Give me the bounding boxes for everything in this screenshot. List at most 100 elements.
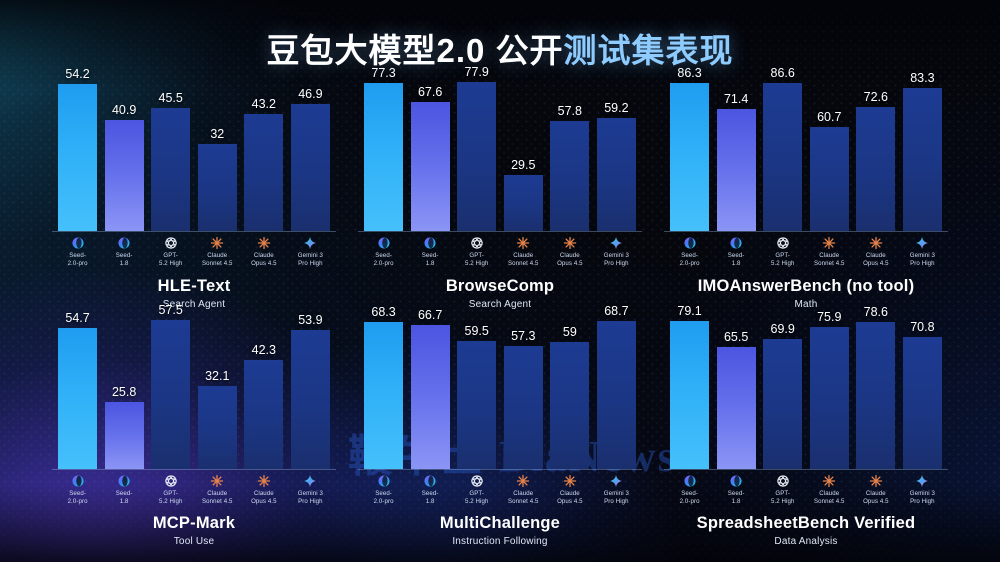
bar-claude-sonnet-45[interactable] — [503, 175, 543, 231]
bar-claude-opus-45[interactable] — [856, 107, 896, 231]
x-tick-label-line2: Opus 4.5 — [557, 260, 583, 268]
bar-gpt-5-2-high[interactable] — [763, 338, 803, 469]
bar-column: 66.7 — [410, 308, 450, 469]
bar-seed-2-0-pro[interactable] — [670, 320, 710, 469]
x-tick-label-line2: 2.0-pro — [67, 498, 88, 506]
bar-claude-sonnet-45[interactable] — [197, 385, 237, 469]
bar-claude-opus-45[interactable] — [550, 341, 590, 469]
bar-value-label: 54.7 — [65, 310, 90, 325]
x-tick-label-line2: Sonnet 4.5 — [814, 260, 845, 268]
x-tick-label-line1: Seed- — [69, 252, 86, 259]
x-tick-label-line2: Pro High — [298, 260, 323, 268]
x-tick-gemini-3-pro-high: Gemini 3 Pro High — [597, 236, 636, 269]
bar-gpt-5-2-high[interactable] — [151, 319, 191, 469]
x-tick-label-line2: 5.2 High — [770, 498, 795, 506]
bar-gemini-3-pro-high[interactable] — [902, 336, 942, 469]
bar-claude-sonnet-45[interactable] — [503, 345, 543, 469]
bar-seed-1-8[interactable] — [716, 109, 756, 231]
bar-gemini-3-pro-high[interactable] — [902, 88, 942, 231]
seed-logo-icon — [683, 236, 697, 252]
bar-claude-sonnet-45[interactable] — [809, 326, 849, 469]
x-tick-label-line2: Pro High — [298, 498, 323, 506]
bar-column: 53.9 — [290, 313, 330, 469]
bar-claude-sonnet-45[interactable] — [197, 144, 237, 231]
x-tick-label-line2: Opus 4.5 — [251, 498, 277, 506]
claude-logo-icon — [822, 236, 836, 252]
bar-seed-1-8[interactable] — [410, 324, 450, 469]
benchmark-chart-spreadsheetbench-verified: 79.1 65.5 69.9 75.9 78.6 70.8 Seed- 2.0-pro Seed… — [664, 304, 948, 547]
x-tick-claude-sonnet-45: Claude Sonnet 4.5 — [810, 474, 849, 507]
bar-seed-1-8[interactable] — [716, 346, 756, 469]
bar-seed-1-8[interactable] — [104, 120, 144, 231]
bar-claude-opus-45[interactable] — [550, 121, 590, 231]
openai-logo-icon — [164, 474, 178, 490]
bar-column: 60.7 — [809, 82, 849, 231]
seed-logo-icon — [377, 474, 391, 490]
chart-caption: IMOAnswerBench (no tool) Math — [664, 269, 948, 310]
bar-column: 42.3 — [244, 320, 284, 469]
bar-claude-opus-45[interactable] — [856, 321, 896, 469]
bar-gpt-5-2-high[interactable] — [763, 83, 803, 231]
bar-seed-2-0-pro[interactable] — [58, 327, 98, 469]
x-tick-label-line2: Pro High — [604, 260, 629, 268]
chart-title: MCP-Mark — [152, 514, 236, 533]
x-tick-gemini-3-pro-high: Gemini 3 Pro High — [903, 236, 942, 269]
bar-seed-2-0-pro[interactable] — [364, 321, 404, 469]
bar-claude-opus-45[interactable] — [244, 114, 284, 231]
seed-logo-icon — [729, 236, 743, 252]
gemini-logo-icon — [303, 236, 317, 252]
bar-gpt-5-2-high[interactable] — [151, 108, 191, 231]
bar-value-label: 42.3 — [251, 342, 276, 357]
bar-value-label: 32.1 — [205, 368, 230, 383]
bar-gemini-3-pro-high[interactable] — [290, 329, 330, 469]
claude-logo-icon — [210, 236, 224, 252]
x-tick-label-line2: 5.2 High — [464, 498, 489, 506]
bar-gpt-5-2-high[interactable] — [457, 340, 497, 469]
gemini-logo-icon — [609, 236, 623, 252]
x-tick-label-line1: Seed- — [115, 252, 133, 259]
bar-seed-1-8[interactable] — [410, 102, 450, 231]
gemini-logo-icon — [303, 474, 317, 490]
bar-column: 40.9 — [104, 82, 144, 231]
bar-column: 65.5 — [716, 320, 756, 469]
x-tick-label-line2: Pro High — [910, 498, 935, 506]
bar-value-label: 71.4 — [723, 92, 749, 106]
bar-seed-2-0-pro[interactable] — [670, 83, 710, 231]
chart-caption: SpreadsheetBench Verified Data Analysis — [664, 506, 948, 547]
bar-seed-2-0-pro[interactable] — [364, 83, 404, 231]
bar-value-label: 40.9 — [111, 103, 137, 117]
x-tick-label-line1: Claude — [819, 489, 840, 497]
x-tick-seed-2-0-pro: Seed- 2.0-pro — [364, 474, 403, 507]
x-tick-seed-1-8: Seed- 1.8 — [105, 474, 144, 507]
x-tick-claude-sonnet-45: Claude Sonnet 4.5 — [198, 236, 237, 269]
claude-logo-icon — [563, 474, 577, 490]
x-axis: Seed- 2.0-pro Seed- 1.8 GPT- 5.2 High Claude So… — [358, 232, 642, 269]
chart-subtitle: Instruction Following — [452, 536, 548, 548]
x-tick-label-line2: Pro High — [604, 498, 629, 506]
x-tick-label-line1: Claude — [865, 252, 886, 259]
bar-seed-2-0-pro[interactable] — [58, 84, 98, 231]
bar-value-label: 57.5 — [158, 302, 183, 317]
bar-gpt-5-2-high[interactable] — [457, 82, 497, 231]
chart-caption: MCP-Mark Tool Use — [52, 506, 336, 547]
bar-seed-1-8[interactable] — [104, 401, 144, 469]
bar-claude-opus-45[interactable] — [244, 359, 284, 469]
bar-claude-sonnet-45[interactable] — [809, 127, 849, 231]
plot-area: 79.1 65.5 69.9 75.9 78.6 70.8 — [664, 304, 948, 470]
bar-column: 57.5 — [151, 303, 191, 469]
plot-area: 86.3 71.4 86.6 60.7 72.6 83.3 — [664, 66, 948, 232]
bar-value-label: 68.3 — [371, 304, 396, 319]
bar-gemini-3-pro-high[interactable] — [596, 320, 636, 469]
x-tick-claude-opus-45: Claude Opus 4.5 — [856, 236, 895, 269]
benchmark-chart-mcp-mark: 54.7 25.8 57.5 32.1 42.3 53.9 Seed- 2.0-pro Seed… — [52, 303, 336, 547]
bar-gemini-3-pro-high[interactable] — [290, 104, 330, 231]
x-tick-label-line1: GPT- — [775, 489, 791, 497]
page-title-primary: 豆包大模型2.0 公开 — [266, 32, 564, 69]
bar-column: 75.9 — [809, 310, 849, 469]
chart-subtitle: Math — [794, 298, 818, 310]
bar-gemini-3-pro-high[interactable] — [596, 118, 636, 231]
x-tick-label-line1: GPT- — [163, 489, 179, 497]
bar-column: 68.3 — [364, 305, 404, 469]
x-tick-seed-2-0-pro: Seed- 2.0-pro — [364, 236, 403, 269]
